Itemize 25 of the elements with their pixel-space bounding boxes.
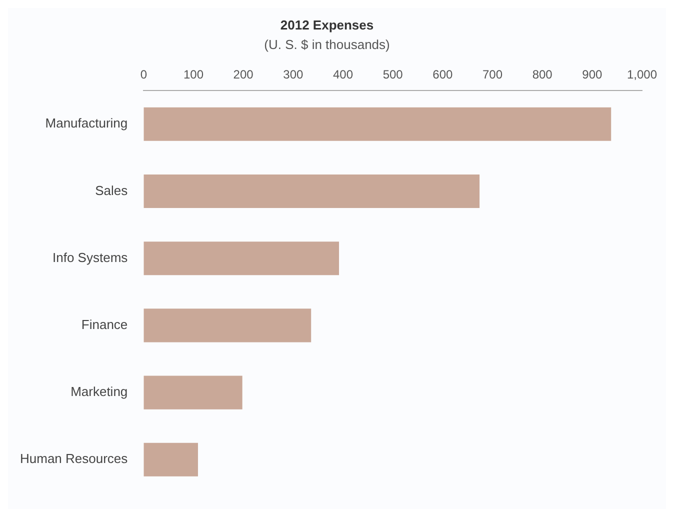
y-tick-label: Info Systems <box>52 250 128 265</box>
y-tick-label: Finance <box>81 317 128 332</box>
x-tick-label: 1,000 <box>626 68 658 82</box>
y-tick-label: Human Resources <box>20 451 128 466</box>
x-tick-label: 300 <box>283 68 304 82</box>
x-tick-label: 600 <box>432 68 453 82</box>
y-tick-label: Sales <box>95 182 128 198</box>
x-tick-label: 400 <box>332 68 354 82</box>
bar <box>144 442 198 476</box>
bar <box>144 376 242 410</box>
bar <box>144 107 612 141</box>
x-tick-label: 800 <box>532 68 553 82</box>
chart-title: 2012 Expenses <box>280 17 374 32</box>
y-tick-label: Marketing <box>70 384 128 400</box>
chart-subtitle: (U. S. $ in thousands) <box>264 36 390 52</box>
bar <box>144 308 312 342</box>
x-tick-label: 700 <box>482 68 503 82</box>
bar <box>144 242 340 276</box>
x-tick-label: 900 <box>582 68 602 82</box>
y-tick-label: Manufacturing <box>45 116 128 131</box>
x-tick-label: 100 <box>183 68 204 82</box>
x-tick-label: 200 <box>233 68 254 82</box>
x-tick-label: 500 <box>382 68 404 82</box>
bar <box>144 174 480 208</box>
x-tick-label: 0 <box>140 68 148 82</box>
